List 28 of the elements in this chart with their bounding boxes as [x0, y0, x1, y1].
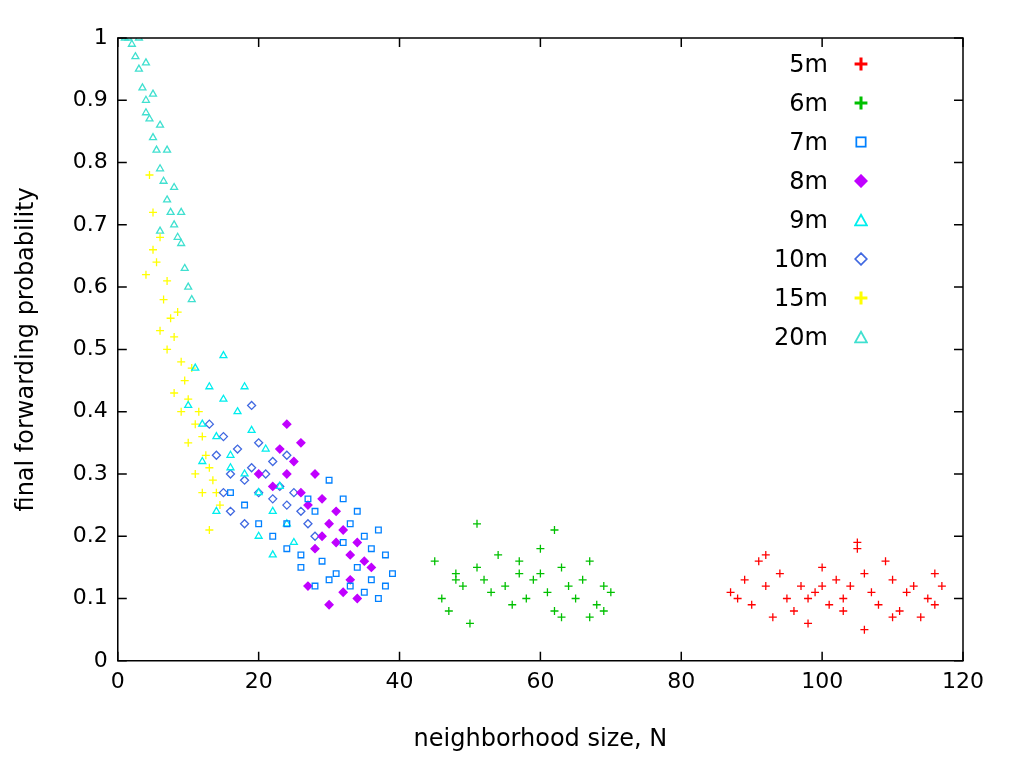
- legend-label: 5m: [789, 50, 828, 78]
- legend-label: 15m: [774, 284, 828, 312]
- legend-label: 10m: [774, 245, 828, 273]
- x-axis-title: neighborhood size, N: [413, 723, 668, 752]
- y-tick-label: 0.9: [72, 86, 108, 111]
- y-tick-label: 0.7: [72, 210, 108, 236]
- legend-label: 6m: [789, 89, 828, 117]
- y-tick-label: 1: [93, 23, 108, 49]
- x-tick-label: 20: [244, 667, 273, 693]
- x-tick-label: 80: [667, 667, 696, 693]
- y-tick-label: 0.1: [72, 584, 108, 610]
- legend-label: 9m: [789, 206, 828, 234]
- y-tick-label: 0.5: [72, 335, 108, 361]
- x-tick-label: 40: [385, 667, 414, 693]
- y-tick-label: 0.2: [72, 521, 108, 547]
- y-tick-label: 0.3: [72, 459, 108, 485]
- legend-label: 8m: [789, 167, 828, 195]
- x-tick-label: 100: [801, 667, 844, 693]
- y-axis-title: final forwarding probability: [10, 187, 39, 512]
- y-tick-label: 0.8: [72, 148, 108, 174]
- x-tick-label: 0: [110, 667, 125, 693]
- x-tick-label: 60: [526, 667, 555, 693]
- x-tick-label: 120: [942, 667, 984, 693]
- legend-label: 20m: [774, 323, 828, 351]
- y-tick-label: 0: [93, 646, 108, 672]
- y-tick-label: 0.4: [72, 397, 108, 423]
- y-tick-label: 0.6: [72, 272, 108, 298]
- legend-label: 7m: [789, 128, 828, 156]
